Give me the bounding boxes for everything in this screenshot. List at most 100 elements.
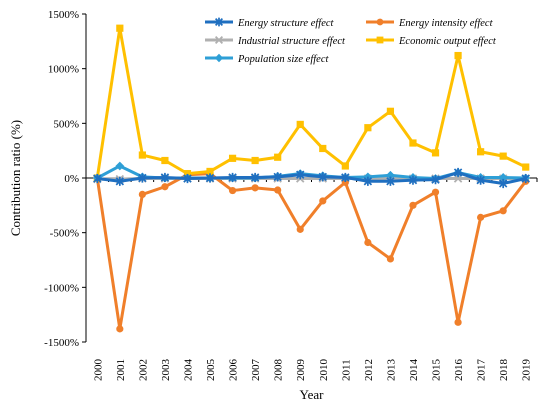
series-line bbox=[97, 171, 527, 185]
series-line bbox=[95, 172, 527, 331]
data-point bbox=[214, 35, 224, 45]
y-axis-title: Contribution ratio (%) bbox=[8, 120, 23, 236]
x-tick-label: 2007 bbox=[250, 359, 262, 382]
data-point bbox=[499, 207, 507, 215]
data-point bbox=[228, 172, 237, 183]
data-point bbox=[363, 176, 373, 186]
data-point bbox=[319, 197, 327, 205]
data-point bbox=[228, 186, 237, 195]
x-tick-label: 2019 bbox=[521, 359, 533, 382]
data-point bbox=[521, 173, 530, 184]
data-point bbox=[160, 172, 170, 183]
series-line bbox=[95, 26, 527, 179]
y-tick-label: -1500% bbox=[44, 337, 79, 349]
data-point bbox=[409, 139, 417, 147]
data-point bbox=[498, 173, 508, 182]
data-point bbox=[364, 124, 372, 132]
data-point bbox=[386, 255, 395, 263]
x-tick-label: 2002 bbox=[137, 359, 149, 381]
data-point bbox=[386, 170, 395, 180]
y-tick-label: 1000% bbox=[48, 64, 79, 76]
series-circle bbox=[93, 170, 530, 333]
legend-entry: Industrial structure effect bbox=[205, 35, 346, 47]
y-tick-label: 1500% bbox=[48, 9, 79, 21]
x-tick-label: 2003 bbox=[160, 359, 172, 382]
x-tick-label: 2005 bbox=[205, 359, 217, 382]
series-star bbox=[93, 167, 530, 189]
data-point bbox=[477, 213, 485, 221]
data-point bbox=[386, 176, 395, 186]
data-point bbox=[476, 175, 485, 185]
data-point bbox=[138, 173, 147, 183]
data-point bbox=[319, 144, 327, 153]
legend-entry: Energy intensity effect bbox=[366, 18, 494, 29]
data-point bbox=[454, 51, 462, 60]
data-point bbox=[161, 156, 169, 165]
x-tick-label: 2010 bbox=[318, 359, 330, 382]
data-point bbox=[93, 173, 102, 184]
data-point bbox=[431, 188, 440, 196]
x-tick-label: 2012 bbox=[363, 359, 375, 381]
data-point bbox=[251, 184, 259, 192]
data-point bbox=[341, 178, 349, 186]
legend-label: Energy structure effect bbox=[237, 18, 335, 29]
data-point bbox=[138, 190, 146, 198]
legend-entry: Energy structure effect bbox=[205, 17, 335, 29]
x-tick-label: 2018 bbox=[498, 359, 510, 382]
data-point bbox=[214, 17, 224, 27]
series-square bbox=[93, 24, 530, 182]
data-point bbox=[116, 325, 124, 333]
legend-entry: Population size effect bbox=[205, 53, 329, 65]
data-point bbox=[454, 318, 462, 326]
x-tick-label: 2011 bbox=[340, 359, 352, 381]
data-point bbox=[409, 201, 417, 209]
data-point bbox=[453, 167, 463, 178]
data-point bbox=[214, 53, 224, 63]
data-point bbox=[250, 172, 260, 183]
x-axis-title: Year bbox=[300, 387, 325, 402]
y-tick-label: 0% bbox=[64, 173, 79, 185]
data-point bbox=[386, 107, 395, 115]
data-point bbox=[477, 148, 485, 156]
y-tick-label: -500% bbox=[50, 228, 79, 240]
x-tick-label: 2000 bbox=[92, 359, 104, 382]
data-point bbox=[274, 153, 282, 161]
data-point bbox=[274, 186, 282, 194]
data-point bbox=[115, 161, 125, 171]
data-point bbox=[296, 225, 304, 233]
data-point bbox=[115, 176, 125, 186]
data-point bbox=[273, 172, 282, 182]
data-point bbox=[205, 173, 215, 183]
data-point bbox=[408, 175, 418, 185]
y-tick-label: 500% bbox=[53, 118, 79, 130]
x-tick-label: 2013 bbox=[385, 359, 397, 382]
series-layer bbox=[92, 24, 531, 333]
data-point bbox=[161, 183, 169, 191]
data-point bbox=[431, 149, 440, 157]
data-point bbox=[341, 172, 350, 183]
x-tick-label: 2017 bbox=[476, 359, 488, 382]
x-tick-label: 2015 bbox=[431, 359, 443, 382]
x-tick-label: 2014 bbox=[408, 359, 420, 382]
data-point bbox=[296, 170, 305, 180]
data-point bbox=[206, 167, 214, 176]
data-point bbox=[116, 24, 124, 32]
data-point bbox=[228, 154, 237, 162]
data-point bbox=[251, 156, 259, 165]
data-point bbox=[453, 174, 463, 183]
x-tick-label: 2006 bbox=[228, 359, 240, 382]
data-point bbox=[341, 162, 349, 170]
axes: -1500% -1000% -500% 0% 500% 1000% 1500% 2000 200… bbox=[44, 9, 538, 382]
data-point bbox=[318, 172, 327, 182]
data-point bbox=[498, 178, 508, 189]
data-point bbox=[499, 152, 507, 160]
x-tick-label: 2016 bbox=[453, 359, 465, 382]
data-point bbox=[364, 238, 372, 247]
legend-label: Population size effect bbox=[237, 54, 329, 65]
x-tick-label: 2009 bbox=[295, 359, 307, 382]
x-tick-label: 2001 bbox=[115, 359, 127, 381]
legend-label: Industrial structure effect bbox=[237, 36, 346, 47]
data-point bbox=[376, 18, 384, 26]
legend: Energy structure effect Energy intensity … bbox=[205, 17, 497, 65]
